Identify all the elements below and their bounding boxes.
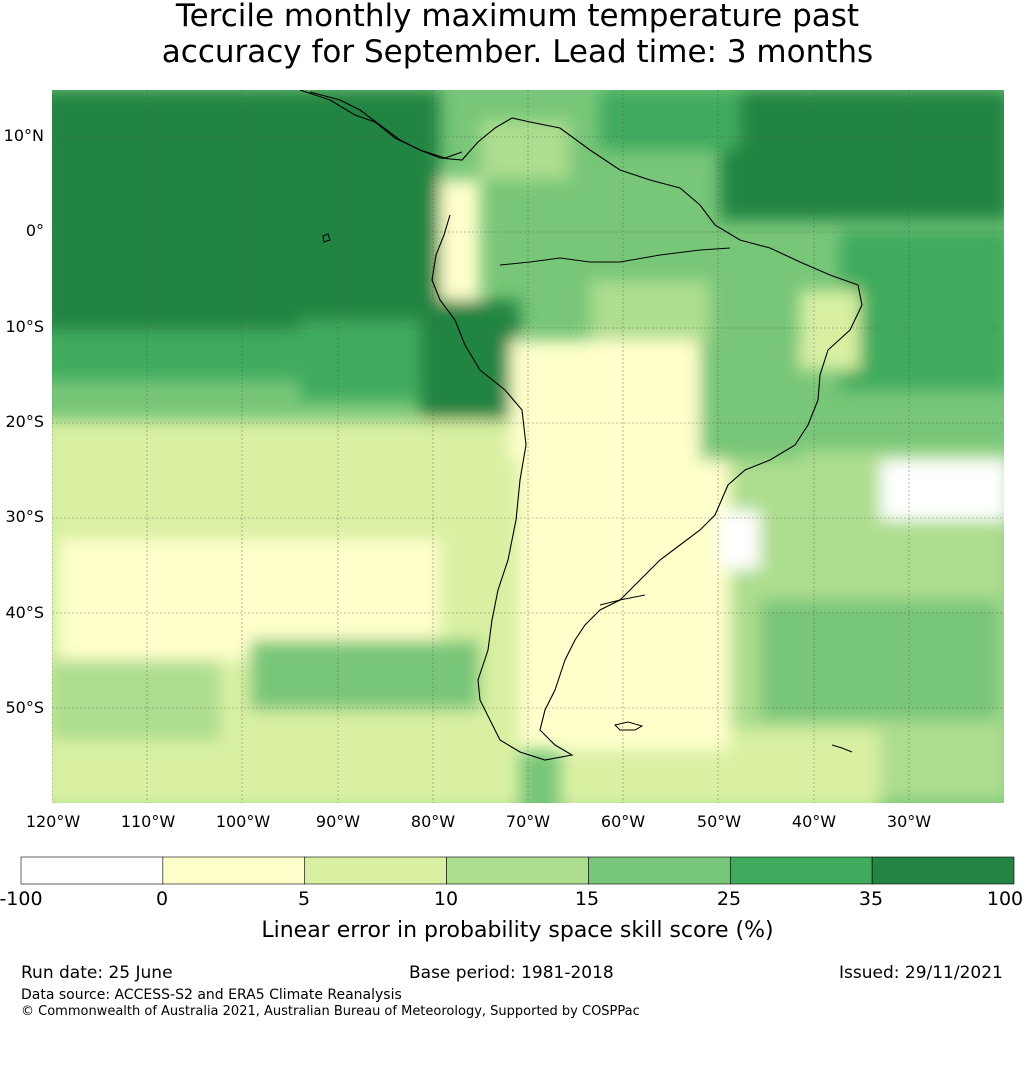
lat-label-20s: 20°S bbox=[5, 412, 44, 431]
lat-label-50s: 50°S bbox=[5, 698, 44, 717]
lon-label-80w: 80°W bbox=[410, 812, 456, 831]
colorbar-segment bbox=[729, 856, 873, 885]
colorbar-segment bbox=[588, 856, 731, 885]
lon-label-110w: 110°W bbox=[120, 812, 176, 831]
colorbar-tick-10: 10 bbox=[433, 888, 459, 910]
colorbar-tick-100: 100 bbox=[986, 888, 1024, 910]
colorbar-label: Linear error in probability space skill … bbox=[261, 918, 774, 943]
river-plate bbox=[599, 594, 646, 606]
colorbar-tick-25: 25 bbox=[716, 888, 742, 910]
river-amazon bbox=[499, 247, 731, 266]
falkland-islands bbox=[614, 721, 644, 731]
map-title-line-1: Tercile monthly maximum temperature past bbox=[175, 0, 860, 34]
skill-score-field bbox=[52, 90, 1004, 803]
colorbar-tick-neg100: -100 bbox=[0, 888, 43, 910]
colorbar-segment bbox=[20, 856, 164, 885]
lon-label-40w: 40°W bbox=[791, 812, 837, 831]
colorbar-tick-5: 5 bbox=[297, 888, 311, 910]
lat-label-40s: 40°S bbox=[5, 603, 44, 622]
base-period: Base period: 1981-2018 bbox=[409, 963, 614, 983]
coastline bbox=[309, 91, 863, 761]
colorbar-tick-35: 35 bbox=[858, 888, 884, 910]
lon-label-90w: 90°W bbox=[315, 812, 361, 831]
lat-label-10n: 10°N bbox=[3, 126, 44, 145]
colorbar-segment bbox=[162, 856, 306, 885]
colorbar-tick-0: 0 bbox=[155, 888, 169, 910]
colorbar-segment bbox=[446, 856, 589, 885]
run-date: Run date: 25 June bbox=[21, 963, 173, 983]
colorbar-segment bbox=[871, 856, 1015, 885]
lat-label-30s: 30°S bbox=[5, 507, 44, 526]
map-title-line-2: accuracy for September. Lead time: 3 mon… bbox=[161, 34, 874, 70]
lat-label-0: 0° bbox=[25, 221, 44, 240]
lon-label-120w: 120°W bbox=[25, 812, 81, 831]
data-source: Data source: ACCESS-S2 and ERA5 Climate … bbox=[21, 987, 402, 1003]
copyright-notice: © Commonwealth of Australia 2021, Austra… bbox=[21, 1004, 640, 1019]
lon-label-30w: 30°W bbox=[886, 812, 932, 831]
colorbar bbox=[20, 856, 1015, 885]
central-america-coast bbox=[299, 90, 463, 159]
galapagos bbox=[322, 233, 331, 243]
issued-date: Issued: 29/11/2021 bbox=[839, 963, 1003, 983]
colorbar-tick-15: 15 bbox=[574, 888, 600, 910]
lat-label-10s: 10°S bbox=[5, 317, 44, 336]
colorbar-segment bbox=[304, 856, 447, 885]
lon-label-50w: 50°W bbox=[696, 812, 742, 831]
lon-label-70w: 70°W bbox=[505, 812, 551, 831]
lon-label-60w: 60°W bbox=[600, 812, 646, 831]
lon-label-100w: 100°W bbox=[215, 812, 271, 831]
south-georgia bbox=[831, 744, 853, 753]
